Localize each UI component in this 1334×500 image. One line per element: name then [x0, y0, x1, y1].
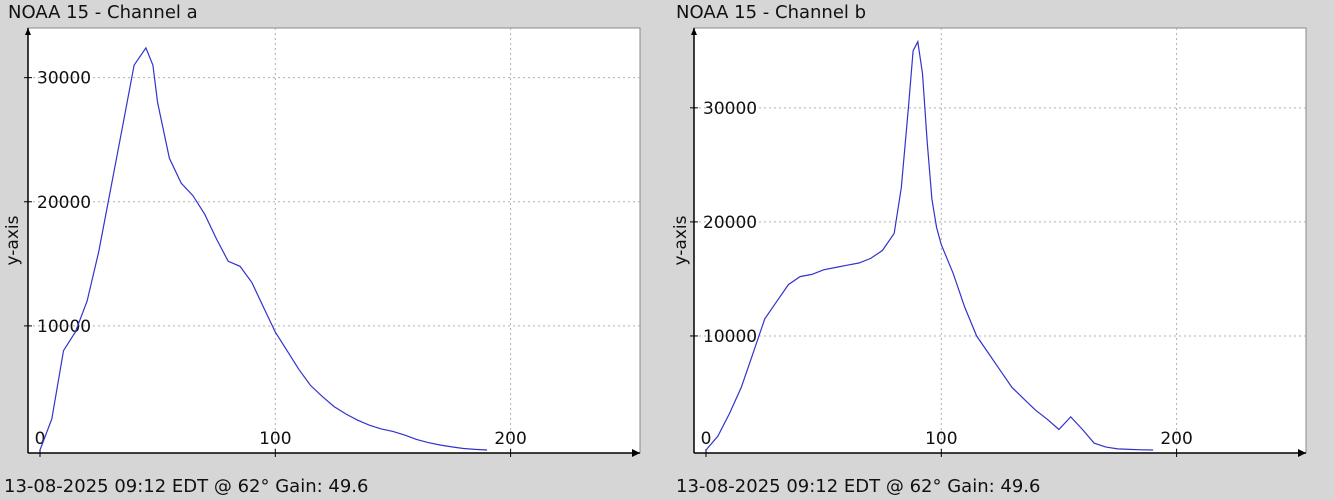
x-tick-label-b: 0	[701, 429, 712, 449]
y-tick-label-b: 20000	[703, 213, 757, 233]
x-tick-label-a: 200	[494, 429, 526, 449]
y-tick-label-b: 10000	[703, 327, 757, 347]
y-axis-arrow-a	[25, 28, 31, 35]
y-axis-arrow-b	[691, 28, 697, 35]
y-tick-label-a: 30000	[37, 69, 91, 89]
x-tick-label-b: 200	[1160, 429, 1192, 449]
y-tick-label-a: 20000	[37, 193, 91, 213]
chart-footer-b: 13-08-2025 09:12 EDT @ 62° Gain: 49.6	[676, 476, 1041, 497]
plot-area-a	[27, 27, 641, 454]
chart-title-a: NOAA 15 - Channel a	[8, 2, 198, 23]
x-tick-label-a: 100	[259, 429, 291, 449]
x-tick-label-b: 100	[925, 429, 957, 449]
chart-title-b: NOAA 15 - Channel b	[676, 2, 867, 23]
chart-footer-a: 13-08-2025 09:12 EDT @ 62° Gain: 49.6	[4, 476, 369, 497]
plot-area-b	[693, 27, 1307, 454]
x-tick-label-a: 0	[35, 429, 46, 449]
series-line-a	[39, 46, 488, 451]
series-line-b	[705, 39, 1154, 451]
x-axis-arrow-b	[1298, 449, 1306, 457]
y-axis-label-a: y-axis	[3, 215, 23, 265]
y-tick-label-a: 10000	[37, 317, 91, 337]
x-axis-arrow-a	[632, 449, 640, 457]
y-tick-label-b: 30000	[703, 99, 757, 119]
y-axis-label-b: y-axis	[671, 215, 691, 265]
